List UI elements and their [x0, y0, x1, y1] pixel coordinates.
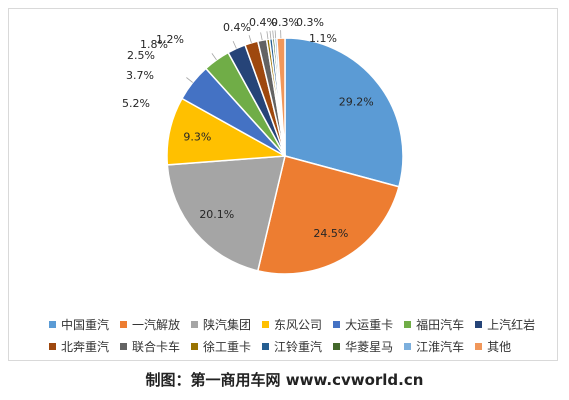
- data-label: 0.3%: [296, 16, 324, 29]
- legend-label: 中国重汽: [61, 318, 110, 332]
- legend-label: 联合卡车: [132, 340, 181, 354]
- leader-line: [274, 30, 277, 39]
- legend: 中国重汽 一汽解放 陕汽集团 东风公司 大运重卡 福田汽车 上汽红岩北奔重汽 联合卡车 徐工重卡…: [49, 314, 549, 358]
- footer-credit: 制图：第一商用车网 www.cvworld.cn: [145, 371, 424, 389]
- legend-swatch: [262, 321, 270, 328]
- legend-swatch: [191, 343, 199, 350]
- legend-item: 东风公司: [262, 314, 322, 336]
- legend-label: 江淮汽车: [416, 340, 465, 354]
- legend-label: 其他: [487, 340, 512, 354]
- legend-item: 华菱星马: [333, 336, 393, 358]
- pie-slice: [166, 155, 286, 272]
- legend-item: 其他: [475, 336, 511, 358]
- legend-label: 一汽解放: [132, 318, 181, 332]
- leader-line: [266, 31, 269, 40]
- pie-slice: [284, 37, 404, 188]
- data-label: 0.3%: [271, 16, 299, 29]
- legend-swatch: [475, 343, 483, 350]
- legend-label: 江铃重汽: [274, 340, 323, 354]
- data-label: 9.3%: [183, 131, 211, 144]
- data-label: 1.2%: [156, 33, 184, 46]
- legend-item: 江铃重汽: [262, 336, 322, 358]
- legend-item: 陕汽集团: [191, 314, 251, 336]
- legend-swatch: [120, 343, 128, 350]
- leader-line: [272, 30, 274, 39]
- pie-chart: 29.2% 24.5% 20.1% 9.3% 5.2% 3.7% 2.5%1.8%1.2% 0…: [122, 16, 404, 275]
- legend-label: 华菱星马: [345, 340, 394, 354]
- legend-item: 中国重汽: [49, 314, 109, 336]
- legend-label: 北奔重汽: [61, 340, 110, 354]
- leader-line: [211, 53, 217, 61]
- legend-item: 上汽红岩: [475, 314, 535, 336]
- leader-line: [248, 35, 252, 44]
- chart-frame: 29.2% 24.5% 20.1% 9.3% 5.2% 3.7% 2.5% 1.8% 1.2% 0…: [8, 8, 558, 361]
- legend-label: 东风公司: [274, 318, 323, 332]
- data-label: 1.1%: [309, 32, 337, 45]
- legend-swatch: [191, 321, 199, 328]
- data-label: 0.4%: [249, 16, 277, 29]
- data-label: 20.1%: [199, 208, 234, 221]
- legend-item: 联合卡车: [120, 336, 180, 358]
- legend-label: 上汽红岩: [487, 318, 536, 332]
- data-label: 24.5%: [313, 227, 348, 240]
- legend-swatch: [49, 321, 56, 328]
- data-label: 0.4%: [223, 21, 251, 34]
- legend-swatch: [262, 343, 270, 350]
- data-label: 29.2%: [339, 96, 374, 109]
- data-label: 1.8%: [140, 38, 168, 51]
- legend-label: 徐工重卡: [203, 340, 252, 354]
- leader-line: [269, 30, 272, 39]
- pie-slice: [256, 155, 400, 275]
- leader-line: [260, 32, 263, 41]
- legend-item: 一汽解放: [120, 314, 180, 336]
- legend-swatch: [404, 343, 412, 350]
- legend-swatch: [49, 343, 56, 350]
- leader-line: [232, 41, 237, 49]
- data-label: 2.5%: [127, 49, 155, 62]
- legend-label: 大运重卡: [345, 318, 394, 332]
- legend-item: 江淮汽车: [404, 336, 464, 358]
- legend-swatch: [333, 343, 341, 350]
- legend-item: 北奔重汽: [49, 336, 109, 358]
- legend-swatch: [120, 321, 128, 328]
- legend-swatch: [475, 321, 483, 328]
- data-label: 5.2%: [122, 97, 150, 110]
- legend-item: 大运重卡: [333, 314, 393, 336]
- data-label: 3.7%: [126, 69, 154, 82]
- legend-item: 福田汽车: [404, 314, 464, 336]
- legend-label: 陕汽集团: [203, 318, 252, 332]
- legend-swatch: [404, 321, 412, 328]
- legend-label: 福田汽车: [416, 318, 465, 332]
- legend-swatch: [333, 321, 341, 328]
- leader-line: [186, 77, 193, 83]
- legend-item: 徐工重卡: [191, 336, 251, 358]
